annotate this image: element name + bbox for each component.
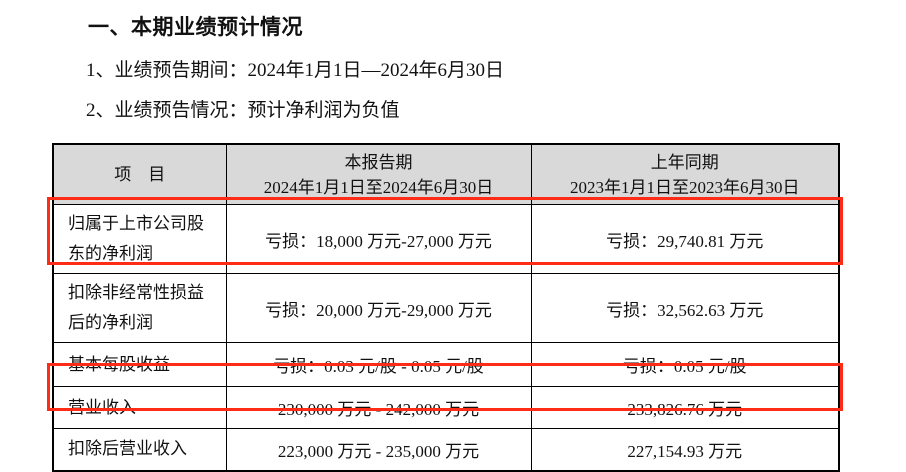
row-prior-value: 227,154.93 万元	[530, 428, 840, 471]
current-period-title: 本报告期	[344, 152, 413, 172]
row-item-label: 归属于上市公司股东的净利润	[52, 204, 227, 274]
row-prior-value: 亏损：32,562.63 万元	[530, 273, 840, 343]
row-prior-value: 亏损：29,740.81 万元	[530, 204, 840, 274]
document-page: 一、本期业绩预计情况 1、业绩预告期间：2024年1月1日—2024年6月30日…	[47, 15, 843, 472]
row-current-value: 亏损：18,000 万元-27,000 万元	[225, 204, 532, 274]
forecast-summary-line: 2、业绩预告情况：预计净利润为负值	[86, 100, 400, 121]
row-item-label: 扣除后营业收入	[52, 428, 227, 471]
row-item-label: 扣除非经常性损益后的净利润	[52, 273, 227, 343]
row-current-value: 亏损：20,000 万元-29,000 万元	[225, 273, 532, 343]
forecast-table: 项 目 本报告期 2024年1月1日至2024年6月30日 上年同期 2023年…	[52, 143, 840, 472]
col-header-prior-period: 上年同期 2023年1月1日至2023年6月30日	[530, 143, 840, 205]
forecast-period-line: 1、业绩预告期间：2024年1月1日—2024年6月30日	[86, 60, 505, 81]
prior-period-range: 2023年1月1日至2023年6月30日	[570, 177, 800, 197]
table-header-row: 项 目 本报告期 2024年1月1日至2024年6月30日 上年同期 2023年…	[52, 143, 840, 205]
table-row-basic-eps: 基本每股收益 亏损：0.03 元/股 - 0.05 元/股 亏损：0.05 元/…	[52, 342, 840, 387]
current-period-range: 2024年1月1日至2024年6月30日	[263, 177, 494, 197]
row-prior-value: 亏损：0.05 元/股	[530, 342, 840, 387]
row-item-label: 营业收入	[52, 386, 227, 429]
performance-forecast-table: 项 目 本报告期 2024年1月1日至2024年6月30日 上年同期 2023年…	[47, 143, 843, 472]
row-current-value: 亏损：0.03 元/股 - 0.05 元/股	[225, 342, 532, 387]
prior-period-title: 上年同期	[650, 152, 719, 172]
col-header-item: 项 目	[52, 143, 227, 205]
table-row-revenue-after-deduction: 扣除后营业收入 223,000 万元 - 235,000 万元 227,154.…	[52, 428, 840, 471]
row-prior-value: 233,826.76 万元	[530, 386, 840, 429]
table-row-net-profit-attributable: 归属于上市公司股东的净利润 亏损：18,000 万元-27,000 万元 亏损：…	[52, 204, 840, 274]
row-current-value: 230,000 万元 - 242,000 万元	[225, 386, 532, 429]
col-header-current-period: 本报告期 2024年1月1日至2024年6月30日	[225, 143, 532, 205]
table-row-net-profit-excl-nonrecurring: 扣除非经常性损益后的净利润 亏损：20,000 万元-29,000 万元 亏损：…	[52, 273, 840, 343]
row-current-value: 223,000 万元 - 235,000 万元	[225, 428, 532, 471]
row-item-label: 基本每股收益	[52, 342, 227, 387]
table-row-operating-revenue: 营业收入 230,000 万元 - 242,000 万元 233,826.76 …	[52, 386, 840, 429]
section-title: 一、本期业绩预计情况	[88, 15, 303, 39]
